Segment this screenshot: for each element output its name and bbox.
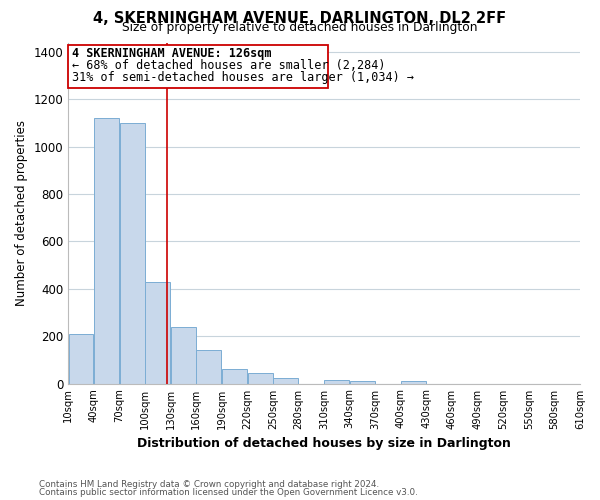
Text: 31% of semi-detached houses are larger (1,034) →: 31% of semi-detached houses are larger (…: [73, 71, 415, 84]
Text: 4, SKERNINGHAM AVENUE, DARLINGTON, DL2 2FF: 4, SKERNINGHAM AVENUE, DARLINGTON, DL2 2…: [94, 11, 506, 26]
Bar: [171, 326, 196, 384]
Bar: [222, 370, 247, 384]
Bar: [68, 334, 94, 384]
Bar: [325, 380, 349, 384]
Bar: [94, 118, 119, 384]
Bar: [273, 378, 298, 384]
Text: Contains public sector information licensed under the Open Government Licence v3: Contains public sector information licen…: [39, 488, 418, 497]
Text: 4 SKERNINGHAM AVENUE: 126sqm: 4 SKERNINGHAM AVENUE: 126sqm: [73, 47, 272, 60]
Y-axis label: Number of detached properties: Number of detached properties: [15, 120, 28, 306]
Bar: [145, 282, 170, 384]
X-axis label: Distribution of detached houses by size in Darlington: Distribution of detached houses by size …: [137, 437, 511, 450]
Bar: [119, 123, 145, 384]
Text: ← 68% of detached houses are smaller (2,284): ← 68% of detached houses are smaller (2,…: [73, 59, 386, 72]
Bar: [401, 381, 426, 384]
Bar: [248, 373, 272, 384]
Text: Contains HM Land Registry data © Crown copyright and database right 2024.: Contains HM Land Registry data © Crown c…: [39, 480, 379, 489]
Bar: [196, 350, 221, 384]
Text: Size of property relative to detached houses in Darlington: Size of property relative to detached ho…: [122, 22, 478, 35]
FancyBboxPatch shape: [68, 45, 328, 88]
Bar: [350, 381, 375, 384]
